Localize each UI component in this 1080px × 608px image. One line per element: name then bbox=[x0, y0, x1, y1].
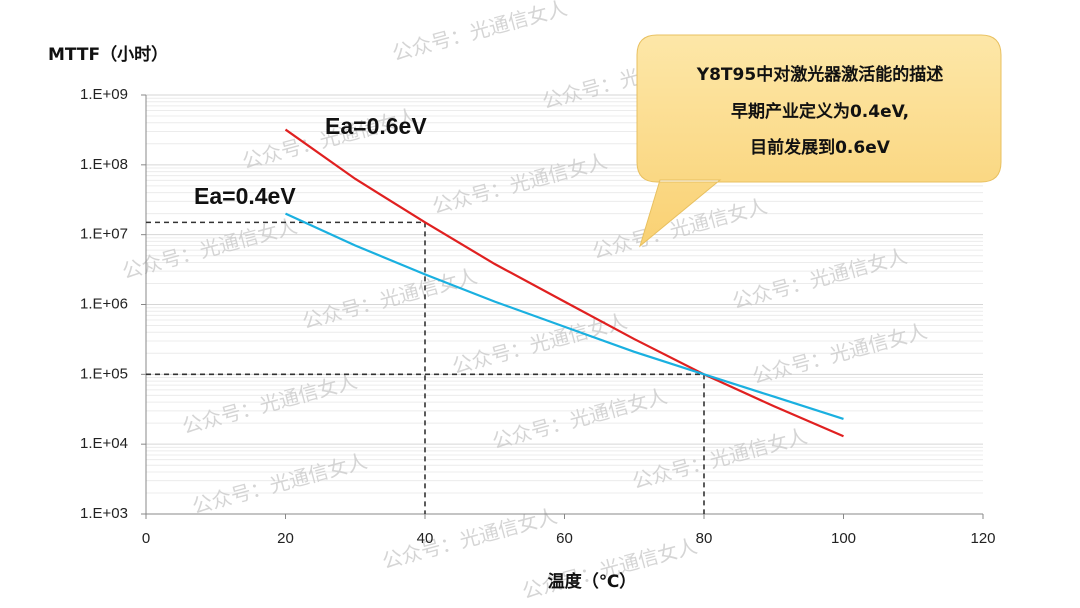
y-tick-label: 1.E+06 bbox=[80, 295, 128, 312]
watermark: 公众号：光通信女人 bbox=[390, 0, 570, 65]
watermark: 公众号：光通信女人 bbox=[450, 309, 630, 379]
y-tick-label: 1.E+09 bbox=[80, 86, 128, 103]
watermark: 公众号：光通信女人 bbox=[300, 264, 480, 334]
x-tick-label: 80 bbox=[696, 530, 713, 547]
watermark: 公众号：光通信女人 bbox=[180, 369, 360, 439]
watermark: 公众号：光通信女人 bbox=[630, 424, 810, 494]
x-tick-label: 120 bbox=[970, 530, 995, 547]
y-axis-title: MTTF（小时） bbox=[48, 44, 168, 65]
x-tick-label: 60 bbox=[556, 530, 573, 547]
x-axis-title: 温度（℃） bbox=[548, 571, 637, 592]
series-line bbox=[285, 212, 844, 420]
y-tick-label: 1.E+04 bbox=[80, 435, 128, 452]
series-line bbox=[284, 128, 844, 438]
watermark: 公众号：光通信女人 bbox=[430, 149, 610, 219]
series-label: Ea=0.4eV bbox=[194, 183, 296, 209]
x-tick-label: 20 bbox=[277, 530, 294, 547]
callout-box bbox=[636, 34, 1002, 248]
watermark: 公众号：光通信女人 bbox=[190, 449, 370, 519]
watermark: 公众号：光通信女人 bbox=[730, 244, 910, 314]
x-tick-label: 100 bbox=[831, 530, 856, 547]
series-label: Ea=0.6eV bbox=[325, 113, 427, 139]
callout-text: Y8T95中对激光器激活能的描述 bbox=[696, 64, 943, 85]
y-tick-label: 1.E+03 bbox=[80, 505, 128, 522]
x-tick-label: 0 bbox=[142, 530, 150, 547]
callout-text: 目前发展到0.6eV bbox=[750, 137, 891, 158]
x-tick-label: 40 bbox=[417, 530, 434, 547]
y-tick-label: 1.E+05 bbox=[80, 365, 128, 382]
watermark: 公众号：光通信女人 bbox=[520, 534, 700, 604]
callout-text: 早期产业定义为0.4eV, bbox=[731, 101, 909, 122]
watermark: 公众号：光通信女人 bbox=[490, 384, 670, 454]
watermark: 公众号：光通信女人 bbox=[120, 214, 300, 284]
y-tick-label: 1.E+07 bbox=[80, 226, 128, 243]
y-tick-label: 1.E+08 bbox=[80, 156, 128, 173]
